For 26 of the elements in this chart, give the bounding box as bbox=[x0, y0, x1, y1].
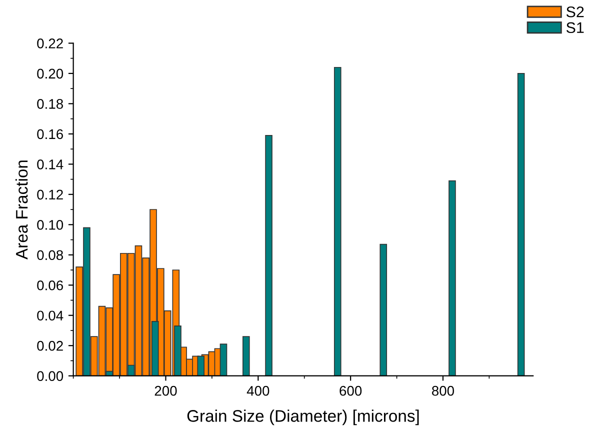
bar bbox=[334, 66, 342, 376]
y-tick-label: 0.08 bbox=[37, 250, 63, 260]
y-tick-label: 0.18 bbox=[37, 99, 63, 109]
y-tick-label: 0.04 bbox=[37, 310, 64, 321]
y-tick-label: 0.06 bbox=[37, 280, 63, 290]
x-tick-label: 600 bbox=[340, 386, 362, 396]
x-tick-label: 800 bbox=[432, 386, 454, 396]
x-tick-label: 200 bbox=[154, 386, 177, 396]
y-tick-label: 0.20 bbox=[37, 68, 64, 79]
bar bbox=[517, 73, 525, 376]
x-axis-title: Grain Size (Diameter) [microns] bbox=[187, 410, 419, 426]
bar bbox=[380, 244, 388, 376]
legend-label: S2 bbox=[566, 6, 584, 18]
y-tick-label: 0.02 bbox=[37, 340, 63, 351]
x-tick-label: 400 bbox=[246, 386, 270, 396]
legend-label: S1 bbox=[566, 22, 584, 34]
y-axis-title: Area Fraction bbox=[15, 160, 28, 260]
y-tick-label: 0.10 bbox=[37, 220, 64, 230]
bar bbox=[242, 336, 250, 376]
y-tick-label: 0.00 bbox=[37, 371, 64, 382]
y-tick-label: 0.16 bbox=[37, 129, 63, 140]
bar bbox=[448, 180, 456, 376]
y-tick-label: 0.22 bbox=[37, 38, 63, 48]
y-tick-label: 0.14 bbox=[37, 159, 64, 170]
bar bbox=[265, 135, 272, 376]
y-tick-label: 0.12 bbox=[37, 190, 63, 200]
